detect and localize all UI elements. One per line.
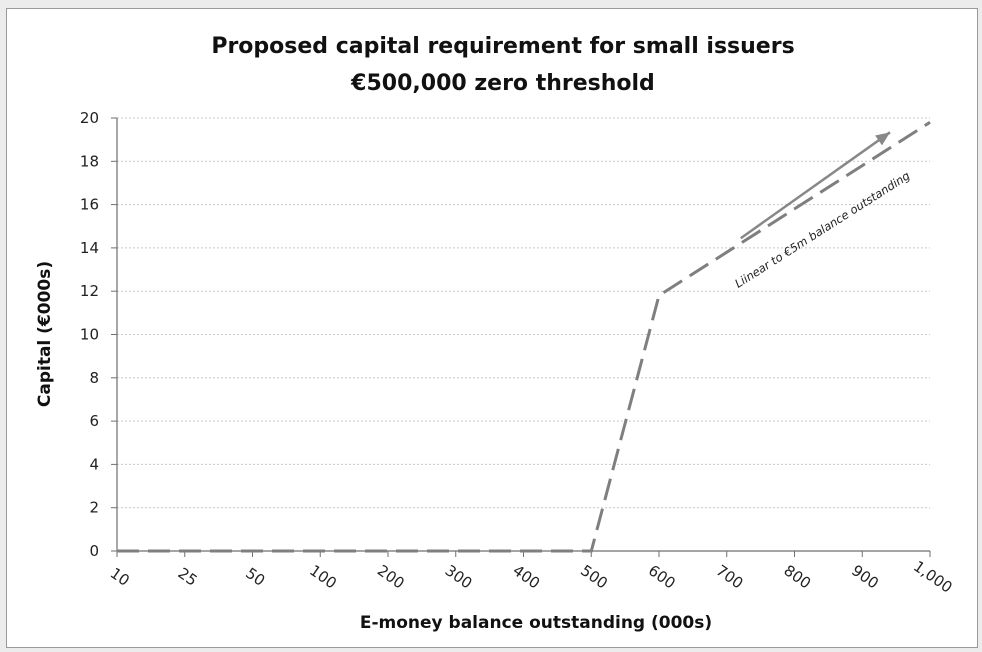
y-tick-label: 8: [89, 369, 99, 387]
y-tick-labels: 0 2 4 6 8 10 12 14 16 18 20: [80, 109, 99, 560]
y-tick-label: 18: [80, 152, 99, 170]
x-tick-label: 700: [713, 561, 747, 592]
x-tick-label: 800: [780, 561, 814, 592]
x-tick-label: 1,000: [910, 557, 956, 596]
y-tick-label: 12: [80, 282, 99, 300]
x-tick-label: 900: [848, 561, 882, 592]
x-tick-label: 500: [577, 561, 611, 592]
annotation-group: Liinear to €5m balance outstanding: [732, 131, 912, 291]
series-line: [117, 121, 931, 553]
series-group: [117, 121, 931, 553]
x-tick-label: 50: [242, 564, 268, 590]
x-axis-label: E-money balance outstanding (000s): [360, 613, 712, 633]
x-tick-label: 10: [107, 564, 133, 590]
axes: [111, 117, 931, 557]
y-tick-label: 20: [80, 109, 99, 127]
annotation-arrow: [740, 131, 891, 240]
chart-frame: [6, 8, 978, 648]
annotation-arrowhead: [875, 132, 890, 146]
x-tick-label: 300: [442, 561, 476, 592]
x-tick-label: 100: [306, 561, 340, 592]
y-tick-label: 6: [89, 412, 99, 430]
chart-subtitle: €500,000 zero threshold: [350, 71, 655, 96]
y-tick-label: 10: [80, 326, 99, 344]
y-tick-label: 4: [89, 455, 99, 473]
y-axis-label: Capital (€000s): [35, 261, 55, 407]
x-tick-labels: 10 25 50 100 200 300 400 500 600 700 800 900 1,000: [107, 557, 956, 596]
annotation-text: Liinear to €5m balance outstanding: [732, 168, 912, 290]
gridlines: [117, 117, 930, 509]
y-tick-label: 0: [89, 542, 99, 560]
x-tick-label: 600: [645, 561, 679, 592]
x-tick-label: 25: [175, 564, 201, 590]
x-tick-label: 200: [374, 561, 408, 592]
y-tick-label: 14: [80, 239, 99, 257]
y-tick-label: 16: [80, 196, 99, 214]
y-tick-label: 2: [89, 499, 99, 517]
x-tick-label: 400: [509, 561, 543, 592]
chart-title: Proposed capital requirement for small i…: [211, 34, 794, 59]
